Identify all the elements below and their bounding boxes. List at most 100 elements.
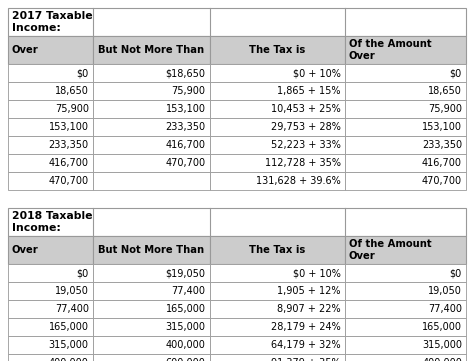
Bar (8, 318, 93, 336)
Bar (93, 236, 210, 264)
Bar (8, 64, 93, 82)
Bar (210, 82, 345, 100)
Text: $0: $0 (450, 68, 462, 78)
Text: 315,000: 315,000 (165, 322, 206, 332)
Bar (345, 136, 466, 154)
Bar (8, 36, 93, 64)
Text: 1,905 + 12%: 1,905 + 12% (277, 286, 341, 296)
Bar (8, 118, 93, 136)
Text: 416,700: 416,700 (49, 158, 89, 168)
Text: $19,050: $19,050 (165, 268, 206, 278)
Text: 233,350: 233,350 (49, 140, 89, 150)
Text: 2018 Taxable
Income:: 2018 Taxable Income: (12, 211, 92, 233)
Bar (210, 100, 345, 118)
Text: 416,700: 416,700 (422, 158, 462, 168)
Text: 131,628 + 39.6%: 131,628 + 39.6% (256, 176, 341, 186)
Bar (93, 64, 210, 82)
Text: $0 + 10%: $0 + 10% (293, 68, 341, 78)
Text: $0: $0 (76, 268, 89, 278)
Bar (8, 8, 466, 36)
Text: 416,700: 416,700 (165, 140, 206, 150)
Bar (93, 354, 210, 361)
Bar (8, 208, 466, 236)
Bar (93, 336, 210, 354)
Text: 165,000: 165,000 (422, 322, 462, 332)
Bar (210, 300, 345, 318)
Bar (345, 118, 466, 136)
Text: Of the Amount
Over: Of the Amount Over (349, 239, 431, 261)
Text: 600,000: 600,000 (165, 358, 206, 361)
Text: 18,650: 18,650 (55, 86, 89, 96)
Text: 470,700: 470,700 (165, 158, 206, 168)
Text: 470,700: 470,700 (49, 176, 89, 186)
Bar (93, 36, 210, 64)
Bar (210, 154, 345, 172)
Text: 28,179 + 24%: 28,179 + 24% (271, 322, 341, 332)
Text: Of the Amount
Over: Of the Amount Over (349, 39, 431, 61)
Text: 233,350: 233,350 (422, 140, 462, 150)
Text: 400,000: 400,000 (422, 358, 462, 361)
Text: 165,000: 165,000 (49, 322, 89, 332)
Text: 77,400: 77,400 (428, 304, 462, 314)
Text: 91,379 + 35%: 91,379 + 35% (271, 358, 341, 361)
Text: $0: $0 (76, 68, 89, 78)
Bar (93, 82, 210, 100)
Text: But Not More Than: But Not More Than (98, 45, 204, 55)
Bar (8, 136, 93, 154)
Bar (210, 118, 345, 136)
Text: 315,000: 315,000 (49, 340, 89, 350)
Text: 400,000: 400,000 (165, 340, 206, 350)
Bar (93, 172, 210, 190)
Bar (345, 64, 466, 82)
Text: 233,350: 233,350 (165, 122, 206, 132)
Bar (345, 354, 466, 361)
Text: 10,453 + 25%: 10,453 + 25% (271, 104, 341, 114)
Text: 315,000: 315,000 (422, 340, 462, 350)
Text: 153,100: 153,100 (165, 104, 206, 114)
Text: The Tax is: The Tax is (249, 45, 305, 55)
Text: 77,400: 77,400 (172, 286, 206, 296)
Text: 75,900: 75,900 (428, 104, 462, 114)
Bar (210, 236, 345, 264)
Text: 8,907 + 22%: 8,907 + 22% (277, 304, 341, 314)
Text: $18,650: $18,650 (165, 68, 206, 78)
Bar (345, 172, 466, 190)
Bar (210, 264, 345, 282)
Bar (8, 300, 93, 318)
Bar (8, 336, 93, 354)
Bar (345, 336, 466, 354)
Text: 75,900: 75,900 (172, 86, 206, 96)
Text: The Tax is: The Tax is (249, 245, 305, 255)
Text: But Not More Than: But Not More Than (98, 245, 204, 255)
Bar (8, 264, 93, 282)
Bar (210, 172, 345, 190)
Bar (345, 82, 466, 100)
Bar (345, 300, 466, 318)
Bar (8, 82, 93, 100)
Bar (93, 282, 210, 300)
Text: 112,728 + 35%: 112,728 + 35% (264, 158, 341, 168)
Bar (345, 36, 466, 64)
Text: 470,700: 470,700 (422, 176, 462, 186)
Bar (93, 264, 210, 282)
Text: $0: $0 (450, 268, 462, 278)
Text: 19,050: 19,050 (428, 286, 462, 296)
Text: 165,000: 165,000 (165, 304, 206, 314)
Bar (345, 318, 466, 336)
Text: 64,179 + 32%: 64,179 + 32% (271, 340, 341, 350)
Text: 153,100: 153,100 (49, 122, 89, 132)
Text: 2017 Taxable
Income:: 2017 Taxable Income: (12, 11, 92, 33)
Bar (8, 172, 93, 190)
Text: 18,650: 18,650 (428, 86, 462, 96)
Bar (210, 336, 345, 354)
Bar (93, 118, 210, 136)
Bar (93, 100, 210, 118)
Bar (8, 154, 93, 172)
Bar (210, 64, 345, 82)
Bar (210, 136, 345, 154)
Bar (8, 236, 93, 264)
Bar (345, 282, 466, 300)
Bar (345, 236, 466, 264)
Bar (93, 154, 210, 172)
Bar (93, 136, 210, 154)
